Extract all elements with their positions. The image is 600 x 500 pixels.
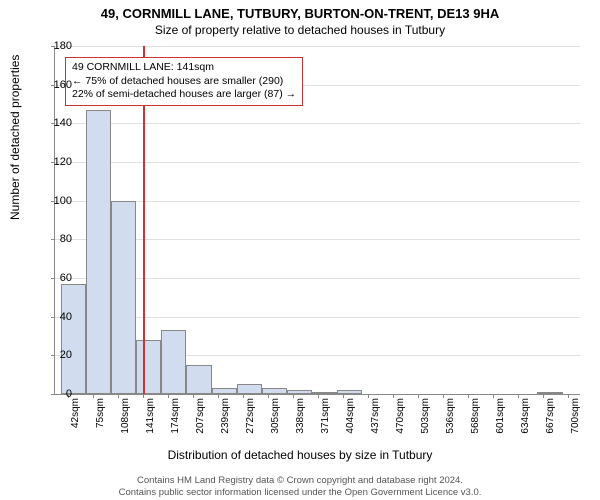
- histogram-bar: [312, 392, 337, 394]
- xtick-mark: [568, 394, 569, 398]
- histogram-bar: [237, 384, 262, 394]
- ytick-label: 80: [42, 233, 72, 245]
- histogram-bar: [136, 340, 161, 394]
- ytick-label: 140: [42, 117, 72, 129]
- grid-line: [55, 123, 580, 124]
- xtick-mark: [443, 394, 444, 398]
- xtick-label: 371sqm: [320, 398, 331, 448]
- xtick-label: 568sqm: [470, 398, 481, 448]
- x-axis-label: Distribution of detached houses by size …: [0, 448, 600, 462]
- grid-line: [55, 46, 580, 47]
- annotation-line3: 22% of semi-detached houses are larger (…: [72, 88, 296, 102]
- histogram-bar: [111, 201, 136, 394]
- ytick-label: 0: [42, 388, 72, 400]
- grid-line: [55, 162, 580, 163]
- ytick-label: 180: [42, 40, 72, 52]
- annotation-line1: 49 CORNMILL LANE: 141sqm: [72, 61, 296, 75]
- xtick-mark: [118, 394, 119, 398]
- xtick-mark: [193, 394, 194, 398]
- xtick-mark: [343, 394, 344, 398]
- xtick-label: 239sqm: [220, 398, 231, 448]
- xtick-mark: [518, 394, 519, 398]
- title-subtitle: Size of property relative to detached ho…: [0, 21, 600, 37]
- xtick-label: 272sqm: [245, 398, 256, 448]
- xtick-mark: [318, 394, 319, 398]
- xtick-label: 667sqm: [545, 398, 556, 448]
- histogram-bar: [86, 110, 111, 394]
- xtick-mark: [393, 394, 394, 398]
- histogram-bar: [161, 330, 186, 394]
- xtick-mark: [143, 394, 144, 398]
- histogram-bar: [212, 388, 237, 394]
- histogram-bar: [337, 390, 362, 394]
- annotation-line2: ← 75% of detached houses are smaller (29…: [72, 75, 296, 89]
- ytick-label: 60: [42, 272, 72, 284]
- ytick-label: 120: [42, 156, 72, 168]
- xtick-label: 305sqm: [270, 398, 281, 448]
- xtick-mark: [493, 394, 494, 398]
- ytick-label: 100: [42, 195, 72, 207]
- xtick-label: 601sqm: [495, 398, 506, 448]
- xtick-mark: [418, 394, 419, 398]
- footer-line2: Contains public sector information licen…: [0, 487, 600, 498]
- xtick-label: 470sqm: [395, 398, 406, 448]
- xtick-mark: [168, 394, 169, 398]
- xtick-label: 207sqm: [195, 398, 206, 448]
- histogram-bar: [537, 392, 562, 394]
- histogram-bar: [262, 388, 287, 394]
- xtick-mark: [543, 394, 544, 398]
- histogram-bar: [186, 365, 211, 394]
- title-address: 49, CORNMILL LANE, TUTBURY, BURTON-ON-TR…: [0, 0, 600, 21]
- xtick-mark: [368, 394, 369, 398]
- xtick-mark: [268, 394, 269, 398]
- xtick-label: 437sqm: [370, 398, 381, 448]
- xtick-label: 404sqm: [345, 398, 356, 448]
- xtick-mark: [468, 394, 469, 398]
- xtick-mark: [218, 394, 219, 398]
- ytick-label: 160: [42, 79, 72, 91]
- xtick-label: 174sqm: [170, 398, 181, 448]
- xtick-label: 503sqm: [420, 398, 431, 448]
- footer-line1: Contains HM Land Registry data © Crown c…: [0, 475, 600, 486]
- xtick-label: 42sqm: [70, 398, 81, 448]
- xtick-label: 75sqm: [95, 398, 106, 448]
- xtick-mark: [243, 394, 244, 398]
- histogram-bar: [61, 284, 86, 394]
- xtick-label: 536sqm: [445, 398, 456, 448]
- xtick-label: 634sqm: [520, 398, 531, 448]
- ytick-label: 20: [42, 349, 72, 361]
- xtick-label: 108sqm: [120, 398, 131, 448]
- xtick-mark: [93, 394, 94, 398]
- xtick-mark: [293, 394, 294, 398]
- y-axis-label: Number of detached properties: [8, 55, 22, 220]
- xtick-label: 338sqm: [295, 398, 306, 448]
- histogram-bar: [287, 390, 312, 394]
- annotation-box: 49 CORNMILL LANE: 141sqm ← 75% of detach…: [65, 57, 303, 106]
- ytick-label: 40: [42, 311, 72, 323]
- xtick-label: 700sqm: [570, 398, 581, 448]
- footer-attribution: Contains HM Land Registry data © Crown c…: [0, 475, 600, 498]
- xtick-label: 141sqm: [145, 398, 156, 448]
